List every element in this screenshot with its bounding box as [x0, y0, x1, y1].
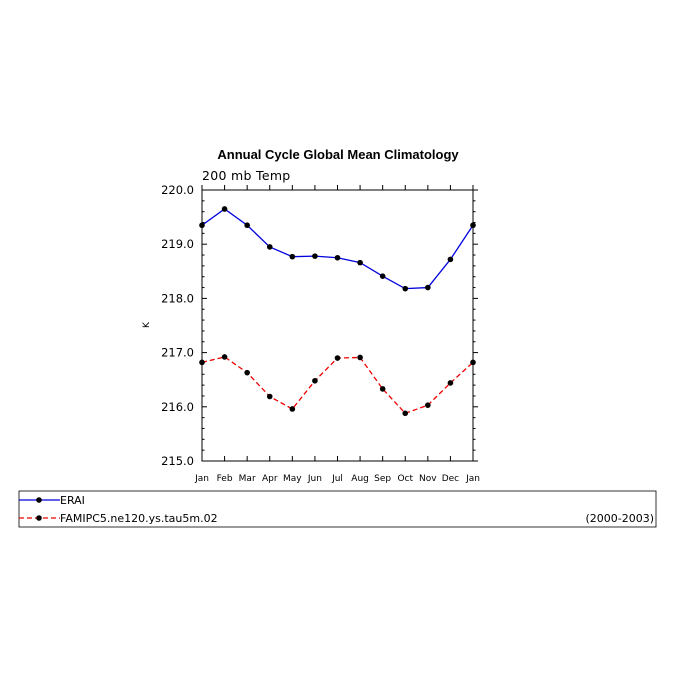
data-point: [447, 380, 454, 386]
y-tick-label: 219.0: [161, 237, 194, 251]
series-layer: [199, 206, 476, 417]
x-tick-label: Nov: [419, 474, 437, 484]
data-point: [266, 244, 273, 250]
x-tick-label: Feb: [217, 474, 233, 484]
y-tick-label: 215.0: [161, 454, 194, 468]
x-tick-label: Oct: [397, 474, 413, 484]
legend-period: (2000-2003): [585, 512, 654, 525]
legend-label-erai: ERAI: [60, 494, 85, 507]
legend-marker-erai: [36, 497, 42, 503]
x-tick-label: May: [283, 474, 302, 484]
series-line-famipc5: [201, 356, 474, 415]
data-point: [334, 254, 341, 261]
axis-ticks: [201, 185, 478, 462]
legend-marker-famipc5: [36, 515, 42, 521]
x-tick-label: Jan: [194, 474, 209, 484]
legend-box: [18, 490, 657, 528]
y-axis-label: K: [142, 321, 152, 328]
series-line-erai: [201, 208, 474, 290]
data-point: [425, 402, 431, 408]
y-tick-labels: 215.0 216.0 217.0 218.0 219.0 220.0: [161, 183, 194, 468]
x-tick-label: Mar: [239, 474, 256, 484]
data-point: [447, 256, 454, 263]
data-point: [357, 259, 363, 266]
legend-label-famipc5: FAMIPC5.ne120.ys.tau5m.02: [60, 512, 218, 525]
chart-subtitle: 200 mb Temp: [202, 168, 291, 183]
x-tick-label: Jun: [307, 474, 322, 484]
x-tick-label: Jul: [331, 474, 343, 484]
data-point: [244, 369, 250, 376]
data-point: [402, 410, 409, 417]
data-point: [379, 386, 386, 392]
data-point: [334, 355, 341, 361]
data-point: [289, 406, 296, 412]
data-point: [357, 354, 363, 361]
y-tick-label: 217.0: [161, 346, 194, 360]
data-point: [221, 354, 228, 360]
data-point: [312, 377, 318, 384]
x-tick-label: Aug: [351, 474, 369, 484]
x-tick-label: Jan: [465, 474, 480, 484]
data-point: [312, 253, 318, 259]
y-tick-label: 216.0: [161, 400, 194, 414]
x-tick-label: Dec: [442, 474, 459, 484]
x-tick-label: Sep: [374, 474, 391, 484]
x-tick-labels: Jan Feb Mar Apr May Jun Jul Aug Sep Oct Nov Dec Jan: [194, 474, 480, 484]
data-point: [266, 393, 273, 400]
plot-frame: [201, 189, 474, 462]
data-point: [425, 284, 431, 291]
data-point: [244, 222, 250, 229]
data-point: [402, 285, 409, 292]
chart-title: Annual Cycle Global Mean Climatology: [217, 147, 459, 162]
data-point: [379, 273, 386, 279]
x-tick-label: Apr: [262, 474, 278, 484]
y-tick-label: 220.0: [161, 183, 194, 197]
y-tick-label: 218.0: [161, 291, 194, 305]
data-point: [289, 253, 296, 260]
data-point: [221, 206, 228, 212]
legend: ERAI FAMIPC5.ne120.ys.tau5m.02 (2000-200…: [18, 490, 657, 528]
